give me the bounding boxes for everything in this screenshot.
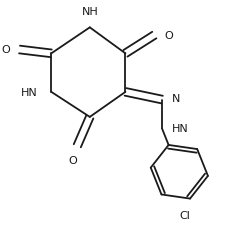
Text: NH: NH <box>81 7 98 17</box>
Text: HN: HN <box>171 124 188 134</box>
Text: Cl: Cl <box>179 210 190 220</box>
Text: N: N <box>171 93 179 103</box>
Text: O: O <box>1 45 10 55</box>
Text: O: O <box>163 31 172 41</box>
Text: O: O <box>68 156 76 166</box>
Text: HN: HN <box>21 87 38 97</box>
